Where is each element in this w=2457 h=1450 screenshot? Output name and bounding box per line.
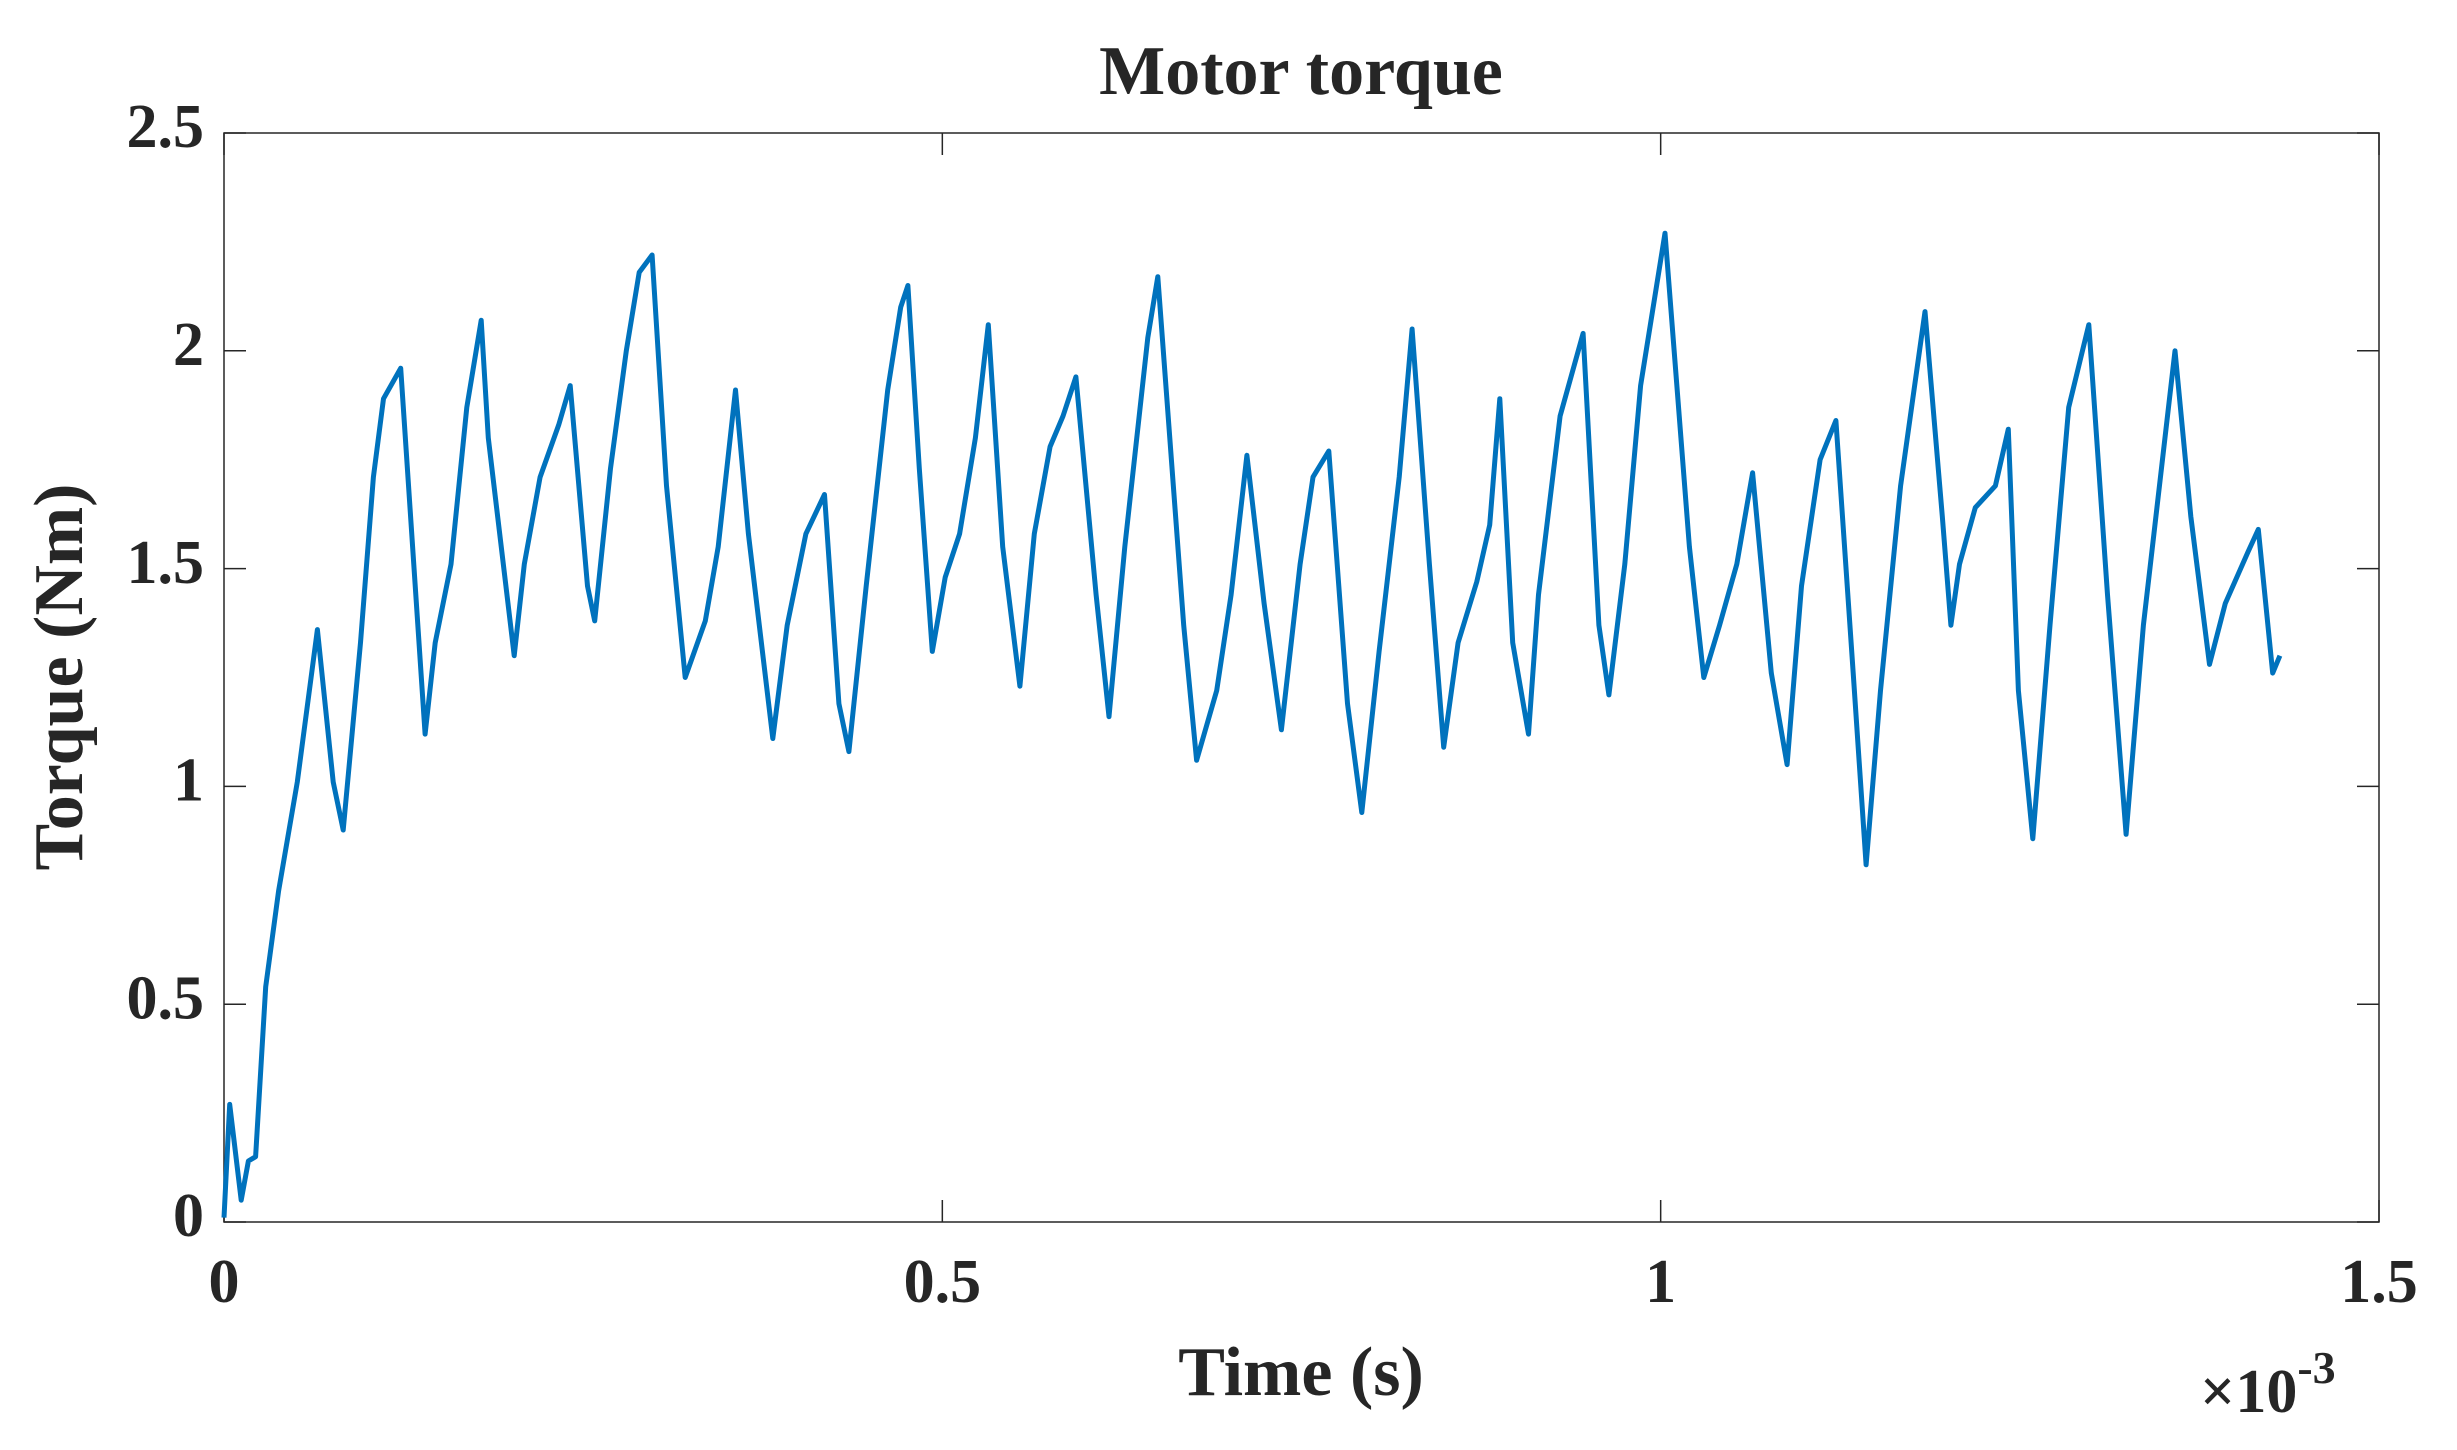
plot-area [223, 132, 2380, 1223]
x-axis-label: Time (s) [1178, 1334, 1424, 1411]
y-tick-label: 1 [173, 747, 204, 815]
x-tick-label: 0.5 [904, 1248, 982, 1316]
x-tick-label: 0 [209, 1248, 240, 1316]
multiplier-exponent: -3 [2297, 1342, 2335, 1393]
data-line [221, 230, 2283, 1218]
x-multiplier: ×10-3 [2200, 1342, 2336, 1427]
y-tick-label: 2.5 [127, 93, 205, 161]
y-tick-label: 0 [173, 1182, 204, 1250]
multiplier-base: ×10 [2200, 1358, 2297, 1426]
y-tick-label: 0.5 [127, 964, 205, 1032]
y-tick-label: 2 [173, 311, 204, 379]
x-tick-label: 1.5 [2340, 1248, 2418, 1316]
y-axis-label: Torque (Nm) [21, 484, 98, 871]
x-tick-label: 1 [1645, 1248, 1676, 1316]
chart-title: Motor torque [1099, 33, 1503, 110]
y-tick-label: 1.5 [127, 529, 205, 597]
